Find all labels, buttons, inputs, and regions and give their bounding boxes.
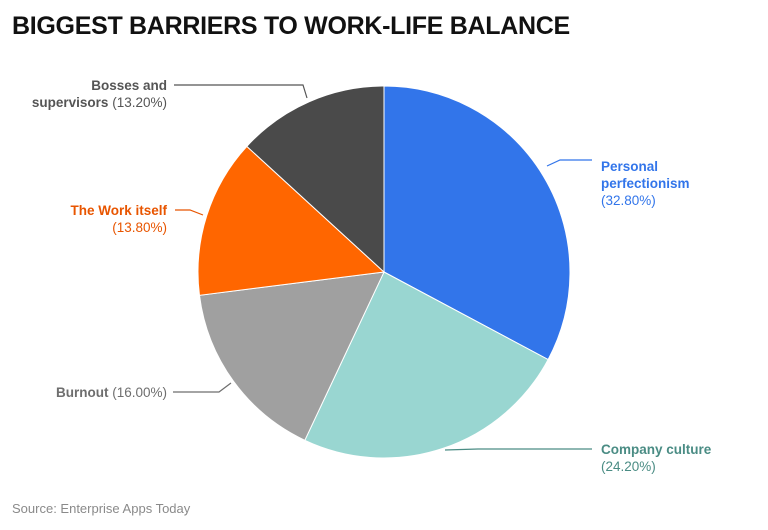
pie-slice-burnout bbox=[198, 271, 385, 441]
pie-slices bbox=[197, 85, 571, 459]
leader-line-personal bbox=[546, 159, 592, 167]
label-the-work-itself: The Work itself (13.80%) bbox=[70, 203, 167, 235]
leader-line-bosses bbox=[174, 84, 308, 99]
pie-slice-personal-perfectionism bbox=[383, 85, 571, 361]
leader-line-work bbox=[175, 209, 204, 216]
pie-slice-company-culture bbox=[304, 271, 549, 459]
pie-slice-the-work-itself bbox=[197, 145, 386, 296]
source-note: Source: Enterprise Apps Today bbox=[12, 501, 191, 516]
label-personal-perfectionism: Personal perfectionism (32.80%) bbox=[601, 159, 690, 208]
leader-line-burnout bbox=[173, 382, 232, 393]
label-company-culture: Company culture (24.20%) bbox=[601, 442, 712, 474]
chart-title: BIGGEST BARRIERS TO WORK-LIFE BALANCE bbox=[12, 12, 570, 40]
label-bosses-and-supervisors: Bosses and supervisors (13.20%) bbox=[31, 78, 167, 110]
pie-slice-bosses-and-supervisors bbox=[246, 85, 385, 274]
leader-line-company bbox=[444, 448, 592, 451]
label-burnout: Burnout (16.00%) bbox=[55, 385, 167, 400]
